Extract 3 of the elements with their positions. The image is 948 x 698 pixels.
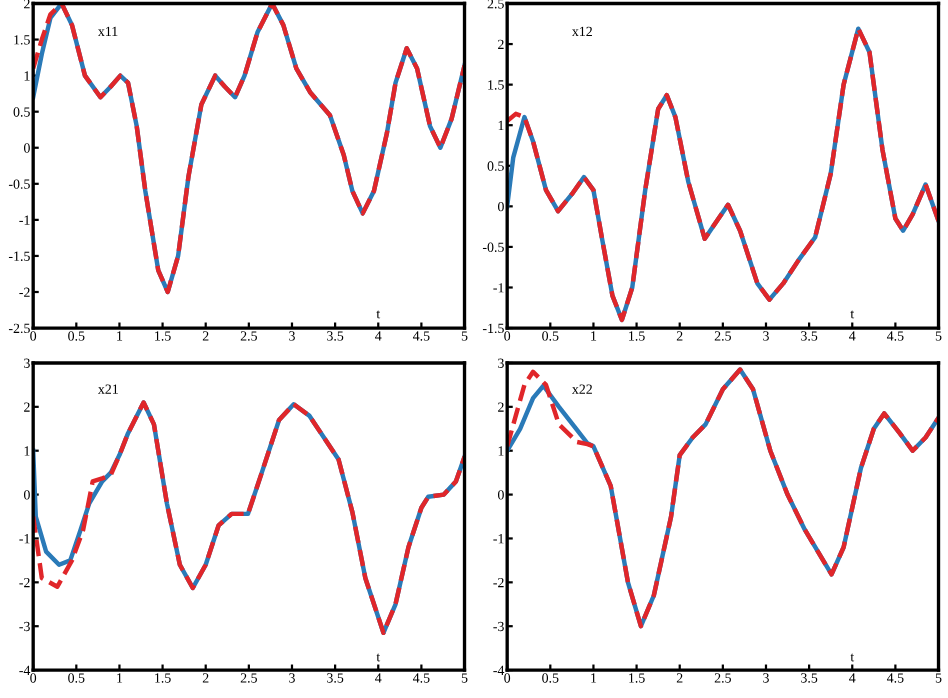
line-series — [507, 367, 939, 629]
line-series — [507, 26, 939, 323]
line-series — [33, 400, 465, 636]
